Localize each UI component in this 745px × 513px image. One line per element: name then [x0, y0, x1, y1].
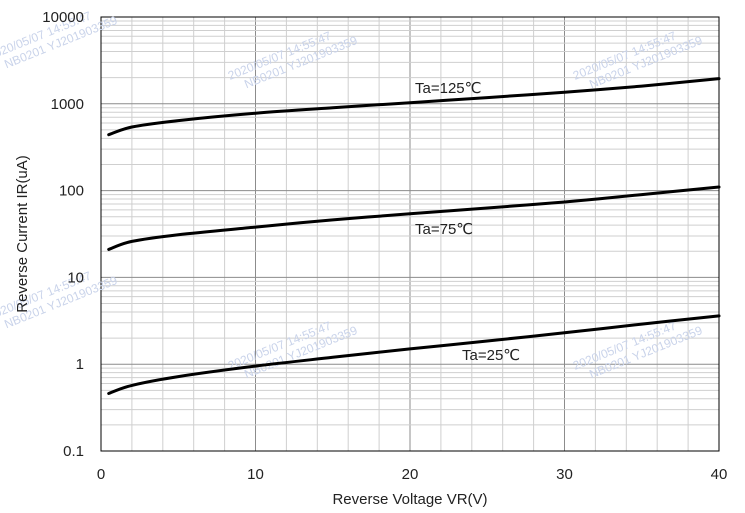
curve-series-2 — [107, 185, 721, 251]
x-tick-label: 10 — [247, 466, 264, 483]
y-tick-label: 100 — [59, 183, 84, 200]
y-axis-title: Reverse Current IR(uA) — [14, 155, 31, 313]
grid — [100, 17, 720, 452]
curve-label: Ta=125℃ — [415, 80, 481, 97]
curve-series-1 — [107, 77, 721, 137]
curve-label: Ta=75℃ — [415, 221, 473, 238]
x-tick-label: 30 — [556, 466, 573, 483]
y-tick-label: 10000 — [42, 9, 84, 26]
curves — [107, 77, 721, 395]
x-tick-labels: 0 10 20 30 40 — [97, 466, 728, 483]
x-tick-label: 20 — [402, 466, 419, 483]
y-tick-labels: 0.1 1 10 100 1000 10000 — [42, 9, 84, 460]
y-tick-label: 0.1 — [63, 443, 84, 460]
curve-label: Ta=25℃ — [462, 347, 520, 364]
y-tick-label: 1 — [76, 356, 84, 373]
plot-frame — [100, 16, 720, 452]
y-tick-label: 10 — [67, 269, 84, 286]
x-axis-title: Reverse Voltage VR(V) — [332, 491, 487, 508]
x-tick-label: 0 — [97, 466, 105, 483]
y-tick-label: 1000 — [51, 96, 84, 113]
curve-series-3 — [107, 314, 721, 395]
x-tick-label: 40 — [711, 466, 728, 483]
curve-labels: Ta=125℃ Ta=75℃ Ta=25℃ — [415, 80, 520, 364]
